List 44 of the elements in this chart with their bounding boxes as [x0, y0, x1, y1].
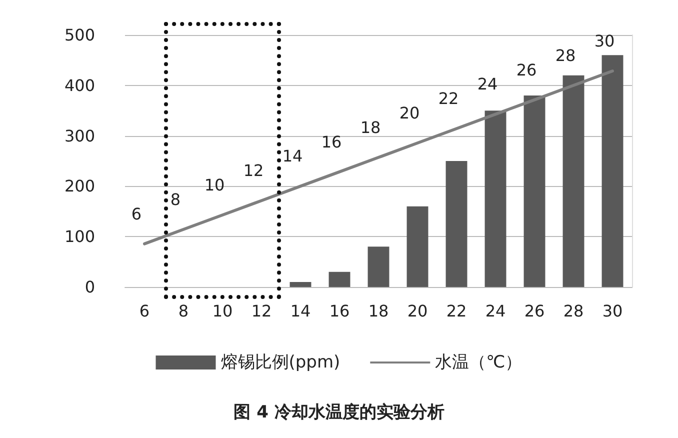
data-label: 16	[321, 132, 342, 152]
y-tick-label: 100	[64, 227, 95, 246]
bar	[562, 75, 584, 287]
bar	[484, 110, 506, 287]
x-tick-label: 14	[290, 302, 311, 320]
data-label: 26	[516, 60, 537, 80]
data-label: 8	[170, 190, 181, 209]
data-label: 30	[594, 32, 615, 50]
bar	[602, 55, 624, 287]
text: 图 4 冷却水温度的实验分析	[234, 402, 444, 422]
data-label: 24	[477, 74, 498, 94]
x-tick-label: 28	[563, 302, 584, 320]
legend-label: 熔锡比例(ppm)	[220, 352, 340, 372]
bar	[368, 246, 390, 287]
y-tick-label: 200	[64, 176, 95, 196]
data-label: 14	[282, 146, 303, 166]
x-tick-label: 16	[329, 302, 350, 320]
y-tick-label: 0	[84, 278, 95, 296]
x-tick-label: 8	[178, 302, 189, 320]
x-tick-label: 20	[407, 302, 428, 320]
bar	[406, 206, 428, 287]
data-label: 10	[204, 176, 225, 194]
x-tick-label: 22	[446, 302, 467, 320]
x-tick-label: 18	[368, 302, 389, 320]
y-tick-label: 300	[64, 126, 95, 146]
bar	[446, 161, 468, 287]
x-tick-label: 6	[139, 302, 150, 320]
y-tick-label: 500	[64, 26, 95, 44]
x-tick-label: 30	[602, 302, 623, 320]
y-tick-label: 400	[64, 76, 95, 95]
x-tick-label: 26	[524, 302, 545, 320]
bar	[290, 282, 312, 287]
data-label: 6	[131, 204, 142, 224]
data-label: 18	[360, 118, 381, 137]
x-tick-label: 10	[212, 302, 233, 320]
x-tick-label: 12	[251, 302, 272, 320]
data-label: 28	[555, 46, 576, 65]
data-label: 20	[399, 104, 420, 122]
data-label: 12	[243, 161, 264, 180]
data-label: 22	[438, 89, 459, 108]
legend-label: 水温（℃）	[435, 352, 522, 372]
x-tick-label: 24	[485, 302, 506, 320]
bar	[328, 272, 350, 287]
bar	[524, 95, 546, 287]
